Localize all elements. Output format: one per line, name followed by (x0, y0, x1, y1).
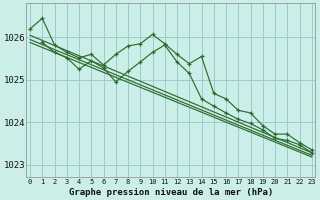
X-axis label: Graphe pression niveau de la mer (hPa): Graphe pression niveau de la mer (hPa) (69, 188, 273, 197)
